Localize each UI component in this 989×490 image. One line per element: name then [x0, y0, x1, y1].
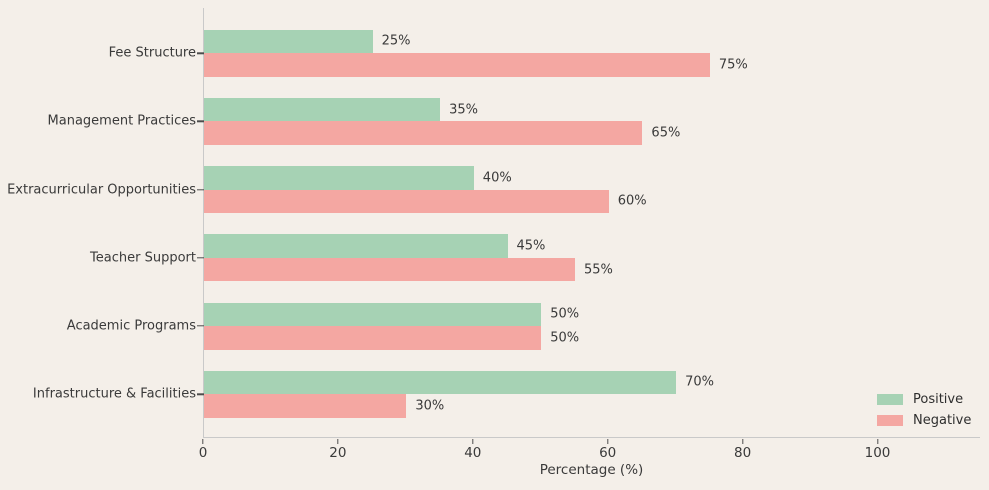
category-label-fee-structure: Fee Structure — [108, 45, 196, 61]
bar-value-label-positive-management-practices: 35% — [449, 102, 478, 118]
bar-positive-extracurricular-opportunities — [204, 166, 474, 190]
x-tick-mark — [606, 438, 609, 444]
x-tick-label-80: 80 — [734, 445, 752, 461]
x-tick-label-20: 20 — [329, 445, 347, 461]
bar-positive-management-practices — [204, 97, 441, 122]
bar-positive-academic-programs — [204, 302, 542, 326]
bar-value-label-positive-extracurricular-opportunities: 40% — [482, 170, 512, 186]
x-tick-label-100: 100 — [864, 445, 891, 461]
y-tick-mark — [196, 52, 204, 54]
y-tick-mark — [196, 325, 204, 327]
x-tick-mark — [337, 438, 339, 444]
category-label-academic-programs: Academic Programs — [66, 318, 196, 334]
x-tick-mark — [472, 438, 474, 444]
bar-positive-teacher-support — [204, 234, 508, 258]
x-tick-label-40: 40 — [464, 445, 482, 461]
legend: Positive Negative — [877, 389, 971, 431]
category-label-management-practices: Management Practices — [47, 113, 196, 129]
negative-swatch-icon — [877, 415, 903, 426]
x-tick-label-60: 60 — [599, 445, 617, 461]
bar-value-label-positive-infrastructure-facilities: 70% — [685, 374, 715, 390]
bar-negative-teacher-support — [204, 257, 575, 282]
bar-negative-infrastructure-facilities — [204, 394, 407, 418]
bar-positive-infrastructure-facilities — [204, 370, 677, 395]
y-tick-mark — [196, 257, 204, 259]
bar-value-label-negative-management-practices: 65% — [651, 125, 681, 141]
y-tick-mark — [196, 393, 204, 395]
x-tick-label-0: 0 — [198, 445, 208, 461]
x-tick-mark — [876, 438, 879, 444]
x-axis-title: Percentage (%) — [539, 462, 644, 478]
x-tick-mark — [202, 438, 204, 444]
legend-label-negative: Negative — [913, 413, 972, 428]
y-tick-mark — [196, 188, 204, 191]
legend-entry-negative: Negative — [877, 410, 971, 431]
bar-value-label-negative-teacher-support: 55% — [583, 262, 613, 278]
legend-label-positive: Positive — [913, 392, 964, 407]
bar-value-label-negative-infrastructure-facilities: 30% — [415, 398, 445, 414]
x-tick-mark — [741, 438, 744, 444]
bar-value-label-negative-academic-programs: 50% — [550, 330, 580, 346]
legend-entry-positive: Positive — [877, 389, 971, 410]
bar-value-label-positive-fee-structure: 25% — [381, 33, 411, 49]
bar-positive-fee-structure — [204, 29, 373, 54]
y-tick-mark — [196, 120, 204, 123]
x-axis-spine — [203, 437, 980, 439]
bar-value-label-positive-teacher-support: 45% — [516, 238, 546, 254]
category-label-infrastructure-facilities: Infrastructure & Facilities — [32, 386, 196, 402]
bar-value-label-negative-extracurricular-opportunities: 60% — [617, 193, 647, 209]
bar-negative-management-practices — [204, 121, 643, 145]
category-label-teacher-support: Teacher Support — [90, 250, 196, 266]
bar-negative-academic-programs — [204, 326, 542, 350]
bar-value-label-positive-academic-programs: 50% — [550, 306, 580, 322]
bar-value-label-negative-fee-structure: 75% — [718, 57, 748, 73]
y-axis-spine — [203, 8, 205, 439]
positive-swatch-icon — [877, 394, 903, 405]
bar-negative-fee-structure — [204, 53, 710, 77]
bar-negative-extracurricular-opportunities — [204, 189, 609, 214]
category-label-extracurricular-opportunities: Extracurricular Opportunities — [7, 182, 196, 198]
